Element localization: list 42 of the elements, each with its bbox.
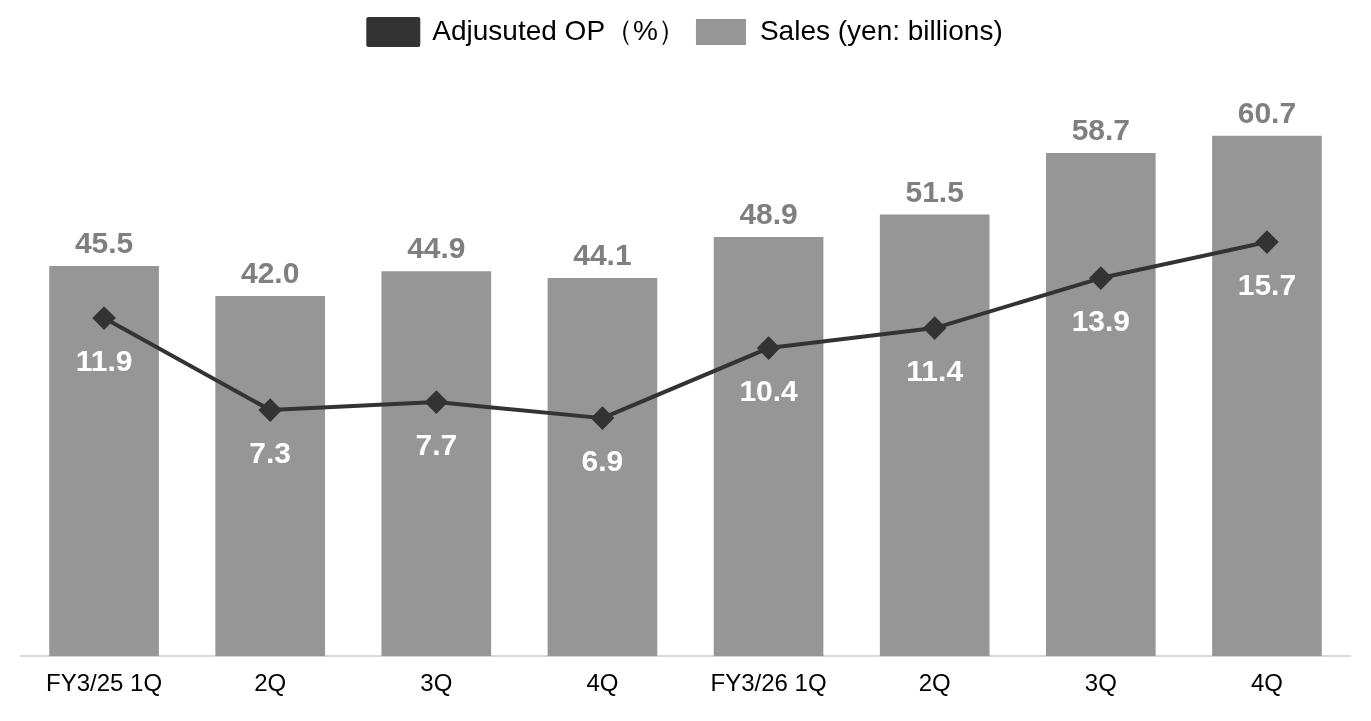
x-tick-label: FY3/25 1Q xyxy=(46,669,163,697)
data-label: 7.7 xyxy=(415,428,458,462)
data-label: 45.5 xyxy=(74,226,134,260)
data-label: 48.9 xyxy=(739,197,798,231)
legend-label: Sales (yen: billions) xyxy=(759,14,1003,46)
legend-label: Adjusuted OP（%） xyxy=(432,14,686,46)
bar xyxy=(381,271,492,657)
x-tick-label: 2Q xyxy=(254,669,287,697)
x-tick-label: 4Q xyxy=(1250,669,1283,697)
bar xyxy=(1212,135,1322,657)
point xyxy=(591,407,614,430)
bar xyxy=(49,266,159,657)
data-label: 15.7 xyxy=(1237,268,1297,302)
point xyxy=(757,337,780,360)
data-label: 51.5 xyxy=(905,174,964,208)
bar xyxy=(713,236,824,657)
x-tick-label: 3Q xyxy=(420,669,453,697)
data-label: 60.7 xyxy=(1237,96,1297,130)
data-label: 6.9 xyxy=(581,444,624,478)
data-label: 7.3 xyxy=(249,436,292,470)
point xyxy=(93,307,116,330)
bar xyxy=(1045,152,1156,657)
point xyxy=(923,317,946,340)
point xyxy=(1089,267,1112,290)
data-label: 44.1 xyxy=(573,238,632,272)
data-label: 13.9 xyxy=(1071,304,1131,338)
x-tick-label: 4Q xyxy=(586,669,619,697)
data-label: 58.7 xyxy=(1071,113,1131,147)
x-tick-label: FY3/26 1Q xyxy=(710,669,827,697)
point xyxy=(1255,231,1278,254)
point xyxy=(259,399,282,422)
x-tick-label: 2Q xyxy=(918,669,951,697)
bar xyxy=(879,214,990,657)
data-label: 11.9 xyxy=(75,344,133,378)
data-label: 10.4 xyxy=(739,374,799,408)
data-label: 42.0 xyxy=(240,256,300,290)
bar xyxy=(215,296,326,657)
bar xyxy=(547,278,658,657)
data-label: 11.4 xyxy=(906,354,964,388)
x-tick-label: 3Q xyxy=(1084,669,1117,697)
data-label: 44.9 xyxy=(407,231,466,265)
point xyxy=(425,391,448,414)
